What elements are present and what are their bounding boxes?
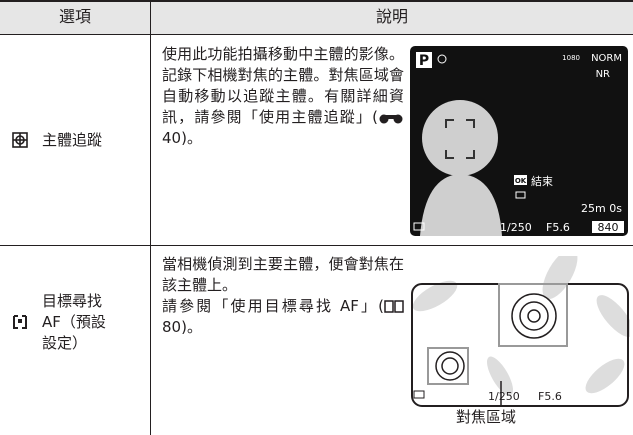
rule: [150, 0, 151, 435]
target-finding-icon: [13, 315, 27, 329]
description-text: 使用此功能拍攝移動中主體的影像。記錄下相機對焦的主體。對焦區域會自動移動以追蹤主…: [162, 45, 404, 126]
camera-screen: 1/250 F5.6 對焦區域: [411, 256, 630, 426]
shutter-speed: 1/250: [488, 390, 520, 403]
description-text: 40)。: [162, 129, 202, 147]
reference-icon: [384, 300, 404, 313]
rule: [0, 34, 633, 35]
description: 當相機偵測到主要主體，便會對焦在該主體上。請參閱「使用目標尋找 AF」( 80)。: [162, 254, 404, 338]
ok-button: OK: [515, 177, 527, 185]
movie-size: 1080: [562, 54, 580, 62]
mode: P: [419, 53, 429, 69]
caption: 對焦區域: [456, 408, 516, 426]
recording-time: 25m 0s: [581, 202, 622, 215]
option-label: 主體追蹤: [42, 131, 103, 149]
aperture: F5.6: [546, 221, 570, 234]
shutter-speed: 1/250: [500, 221, 532, 234]
header-description: 說明: [151, 0, 633, 34]
remaining-shots: 840: [598, 221, 619, 234]
description: 使用此功能拍攝移動中主體的影像。記錄下相機對焦的主體。對焦區域會自動移動以追蹤主…: [162, 44, 404, 149]
rule: [0, 245, 633, 246]
rule: [0, 0, 633, 2]
camera-screen: P 1080 NORM NR OK 結束 25m 0s 1/250 F5.6 8…: [410, 46, 628, 236]
description-text: 請參閱「使用目標尋找 AF」(: [162, 297, 384, 315]
description-text: 80)。: [162, 318, 202, 336]
description-text: 當相機偵測到主要主體，便會對焦在該主體上。: [162, 255, 404, 294]
option-label: 目標尋找 AF（預設設定）: [42, 292, 106, 352]
exit-label: 結束: [531, 174, 553, 188]
header-option: 選項: [0, 0, 150, 34]
quality: NORM: [591, 53, 622, 64]
reference-icon: [379, 114, 403, 124]
nr: NR: [596, 69, 610, 80]
subject-tracking-icon: [12, 132, 28, 148]
aperture: F5.6: [538, 390, 562, 403]
